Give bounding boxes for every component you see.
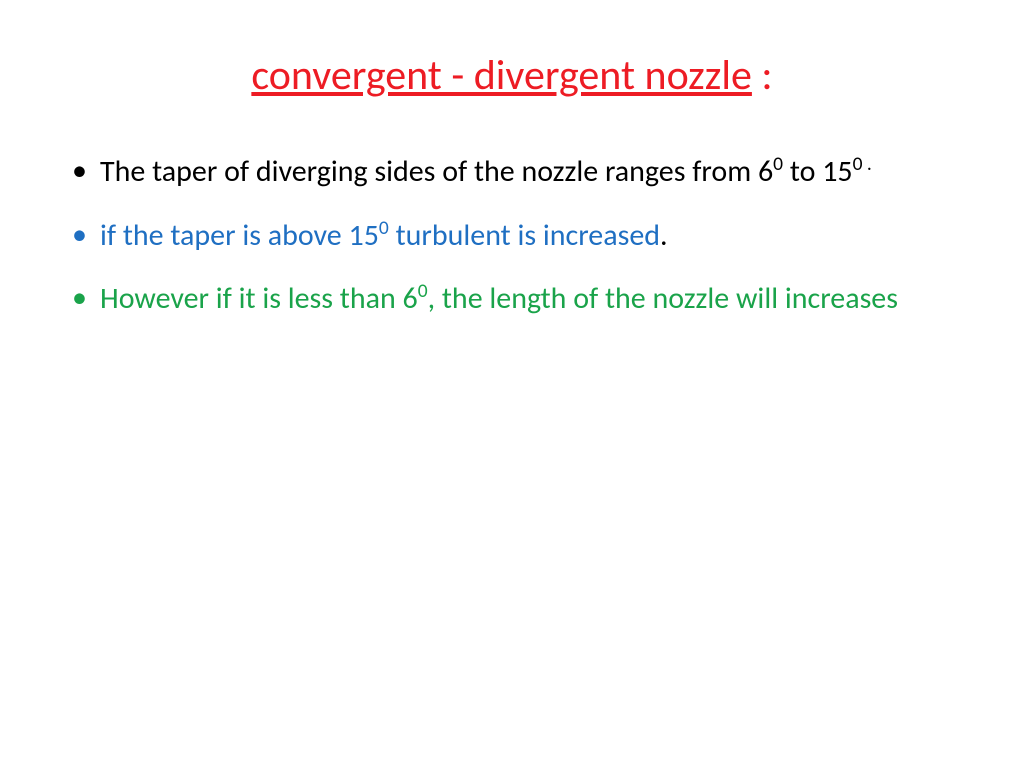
text-segment: 0 — [773, 152, 783, 176]
text-segment: 0 — [418, 279, 428, 303]
text-segment: 0 — [379, 216, 389, 240]
text-segment: However if it is less than 6 — [100, 280, 418, 317]
text-segment: to 15 — [783, 153, 853, 190]
bullet-item: if the taper is above 150 turbulent is i… — [60, 215, 964, 257]
text-segment: The taper of diverging sides of the nozz… — [100, 153, 773, 190]
bullet-item: However if it is less than 60, the lengt… — [60, 278, 964, 320]
text-segment: if the taper is above 15 — [100, 217, 379, 254]
text-segment: . — [660, 217, 668, 254]
title-underlined: convergent - divergent nozzle — [251, 50, 752, 101]
bullet-list: The taper of diverging sides of the nozz… — [60, 151, 964, 320]
bullet-item: The taper of diverging sides of the nozz… — [60, 151, 964, 193]
slide-title: convergent - divergent nozzle : — [60, 50, 964, 101]
text-segment: 0 . — [853, 152, 872, 176]
text-segment: , the length of the nozzle will increase… — [428, 280, 898, 317]
text-segment: turbulent is increased — [389, 217, 660, 254]
title-trailing: : — [752, 50, 773, 101]
